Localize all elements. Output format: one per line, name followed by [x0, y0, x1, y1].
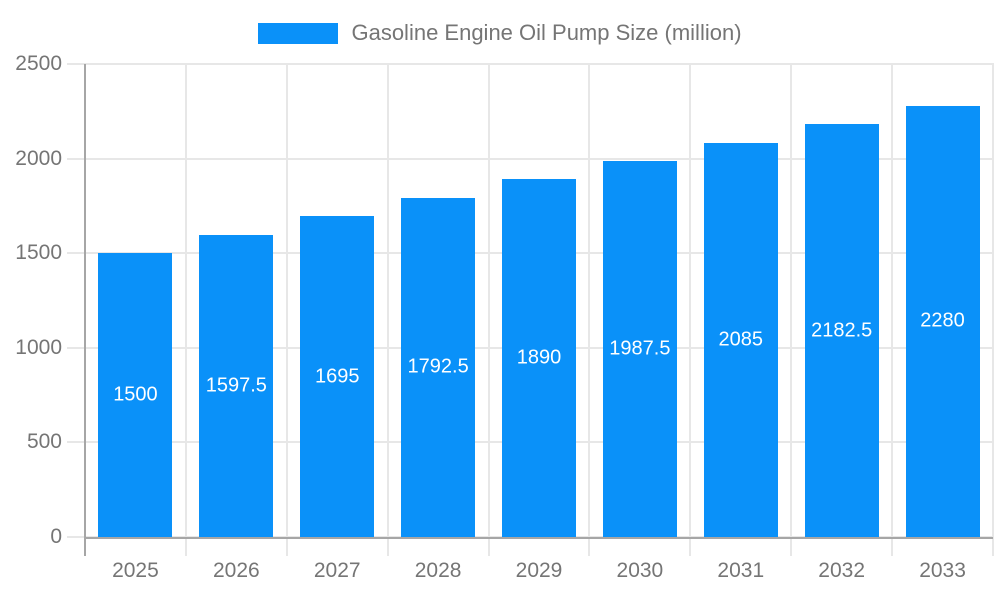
x-axis-tick-label-2032: 2032: [818, 559, 866, 582]
gridline-horizontal: [67, 157, 993, 160]
x-axis-tick-label-2033: 2033: [919, 559, 966, 582]
gridline-vertical: [184, 63, 187, 556]
y-axis-tick-label-2500: 2500: [15, 52, 62, 75]
bar-2028[interactable]: [401, 197, 476, 537]
y-axis-tick-label-1000: 1000: [15, 335, 62, 359]
gridline-vertical: [689, 63, 692, 556]
bar-value-label-2030: 1987.5: [609, 337, 671, 360]
y-axis-tick-label-0: 0: [50, 525, 62, 548]
y-axis-tick-label-1500: 1500: [15, 241, 62, 265]
gridline-horizontal: [67, 63, 993, 65]
x-axis-tick-label-2026: 2026: [212, 559, 260, 582]
y-axis-line: [84, 64, 86, 556]
bar-2029[interactable]: [502, 179, 576, 537]
gridline-vertical: [386, 63, 389, 556]
bar-value-label-2032: 2182.5: [811, 319, 873, 342]
gridline-vertical: [588, 63, 591, 556]
bar-2025[interactable]: [98, 253, 173, 537]
x-axis-tick-label-2030: 2030: [616, 559, 664, 582]
bar-2033[interactable]: [905, 105, 980, 537]
gridline-vertical: [992, 63, 994, 556]
bar-value-label-2033: 2280: [920, 309, 965, 332]
bar-value-label-2026: 1597.5: [205, 374, 267, 397]
bar-2026[interactable]: [199, 234, 274, 537]
bar-value-label-2029: 1890: [516, 346, 562, 369]
x-axis-tick-label-2027: 2027: [313, 559, 361, 582]
legend-item[interactable]: Gasoline Engine Oil Pump Size (million): [0, 18, 1000, 48]
bar-value-label-2028: 1792.5: [407, 355, 469, 378]
bar-2030[interactable]: [602, 160, 677, 537]
y-axis-tick-label-2000: 2000: [15, 146, 62, 170]
legend-swatch-icon: [258, 22, 339, 44]
gridline-vertical: [285, 63, 288, 556]
gridline-vertical: [891, 63, 894, 556]
legend-label: Gasoline Engine Oil Pump Size (million): [351, 20, 742, 45]
bar-value-label-2025: 1500: [113, 383, 158, 406]
y-axis-tick-label-500: 500: [26, 430, 62, 454]
bar-2032[interactable]: [804, 124, 879, 537]
x-axis-tick-label-2031: 2031: [717, 559, 765, 582]
x-axis-tick-label-2025: 2025: [112, 559, 159, 582]
gridline-vertical: [487, 63, 490, 556]
x-axis-tick-label-2029: 2029: [515, 559, 563, 582]
bar-value-label-2031: 2085: [718, 328, 764, 351]
x-axis-line: [85, 537, 993, 539]
gridline-vertical: [790, 63, 793, 556]
x-axis-tick-label-2028: 2028: [414, 559, 462, 582]
bar-2031[interactable]: [703, 142, 778, 537]
bar-value-label-2027: 1695: [314, 365, 360, 388]
bar-2027[interactable]: [300, 216, 375, 537]
